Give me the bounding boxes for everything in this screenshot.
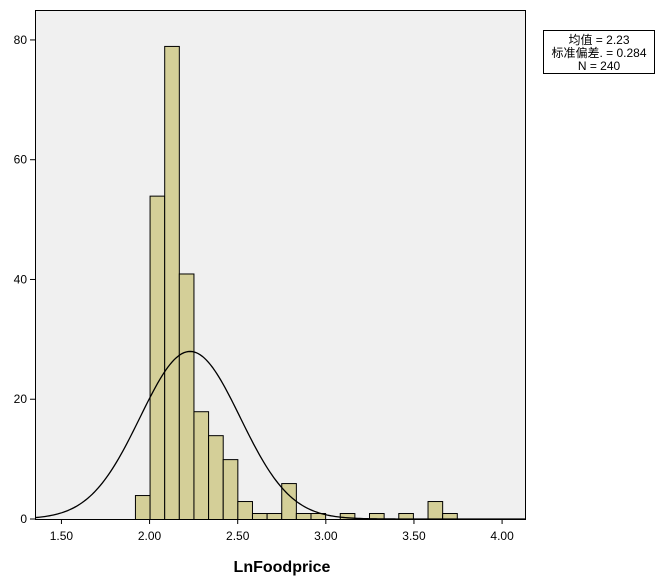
- histogram-bar: [295, 513, 312, 521]
- plot-frame: [35, 10, 526, 520]
- histogram-bar: [193, 411, 210, 520]
- histogram-bar: [266, 513, 283, 521]
- histogram-bar: [222, 459, 239, 520]
- plot-area: [35, 10, 525, 519]
- x-tick-label: 3.50: [402, 529, 426, 543]
- y-axis: 0 20 40 60 80: [14, 33, 35, 526]
- histogram-bar: [208, 435, 224, 520]
- x-tick-label: 2.00: [138, 529, 162, 543]
- y-tick-label: 40: [14, 272, 28, 286]
- x-axis-title: LnFoodprice: [234, 559, 331, 576]
- x-axis: 1.50 2.00 2.50 3.00 3.50 4.00: [50, 519, 514, 543]
- x-tick-label: 3.00: [314, 529, 338, 543]
- x-tick-label: 4.00: [490, 529, 514, 543]
- bars-group: [134, 45, 458, 521]
- y-tick-label: 20: [14, 392, 28, 406]
- histogram-bar: [237, 501, 253, 521]
- x-tick-label: 1.50: [50, 529, 74, 543]
- count-label: N = 240: [577, 59, 621, 73]
- histogram-bar: [427, 501, 444, 521]
- histogram-bar: [251, 513, 268, 521]
- x-tick-label: 2.50: [226, 529, 250, 543]
- histogram-bar: [134, 495, 151, 520]
- y-tick-label: 60: [14, 153, 28, 167]
- y-tick-label: 80: [14, 33, 28, 47]
- histogram-bar: [281, 483, 297, 520]
- histogram-bar: [164, 45, 180, 520]
- std-dev-label: 标准偏差. = 0.284: [551, 46, 647, 60]
- y-tick-label: 0: [20, 512, 27, 526]
- stats-legend: 均值 = 2.23 标准偏差. = 0.284 N = 240: [543, 30, 655, 74]
- mean-label: 均值 = 2.23: [568, 33, 630, 47]
- histogram-bar: [178, 273, 195, 521]
- histogram-bar: [149, 195, 166, 521]
